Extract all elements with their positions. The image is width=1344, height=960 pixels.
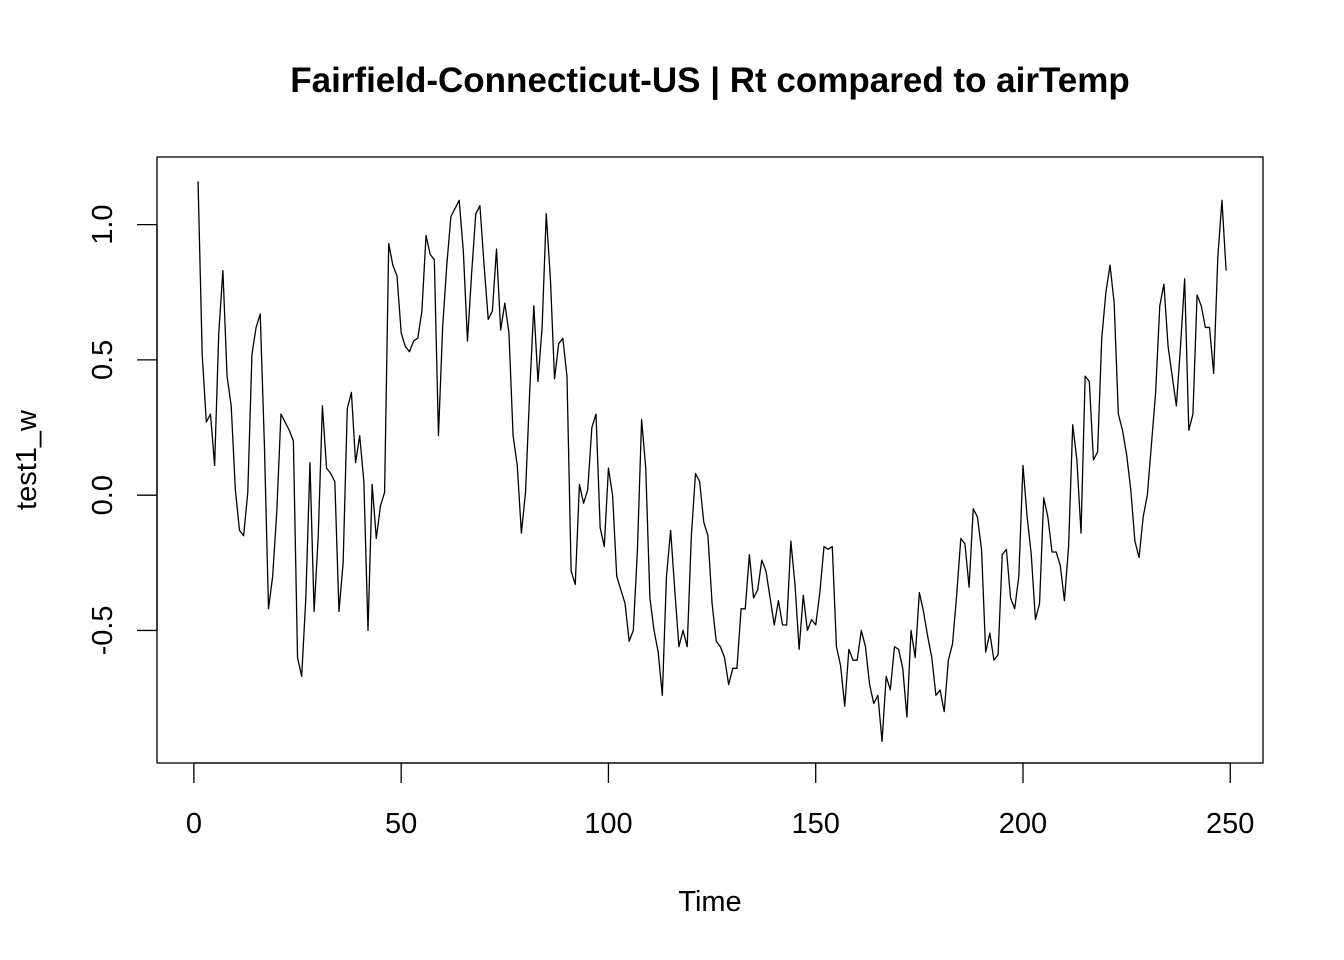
x-tick-label: 250 — [1206, 808, 1254, 840]
plot-area-border — [156, 156, 1264, 764]
x-tick-label: 200 — [999, 808, 1047, 840]
chart-title: Fairfield-Connecticut-US | Rt compared t… — [290, 61, 1130, 100]
y-tick-label: 1.0 — [87, 204, 119, 244]
y-tick-label: 0.5 — [87, 340, 119, 380]
x-tick-label: 100 — [584, 808, 632, 840]
x-tick-label: 0 — [186, 808, 202, 840]
y-tick-label: -0.5 — [87, 605, 119, 655]
y-axis-label: test1_w — [11, 409, 43, 510]
x-tick-label: 150 — [792, 808, 840, 840]
y-tick-label: 0.0 — [87, 475, 119, 515]
x-axis-label: Time — [678, 886, 741, 918]
series-line — [197, 181, 1227, 743]
x-axis: 0 50 100 150 200 250 — [186, 762, 1254, 840]
y-axis: -0.5 0.0 0.5 1.0 — [87, 204, 158, 655]
series-layer — [197, 181, 1227, 743]
x-tick-label: 50 — [385, 808, 417, 840]
